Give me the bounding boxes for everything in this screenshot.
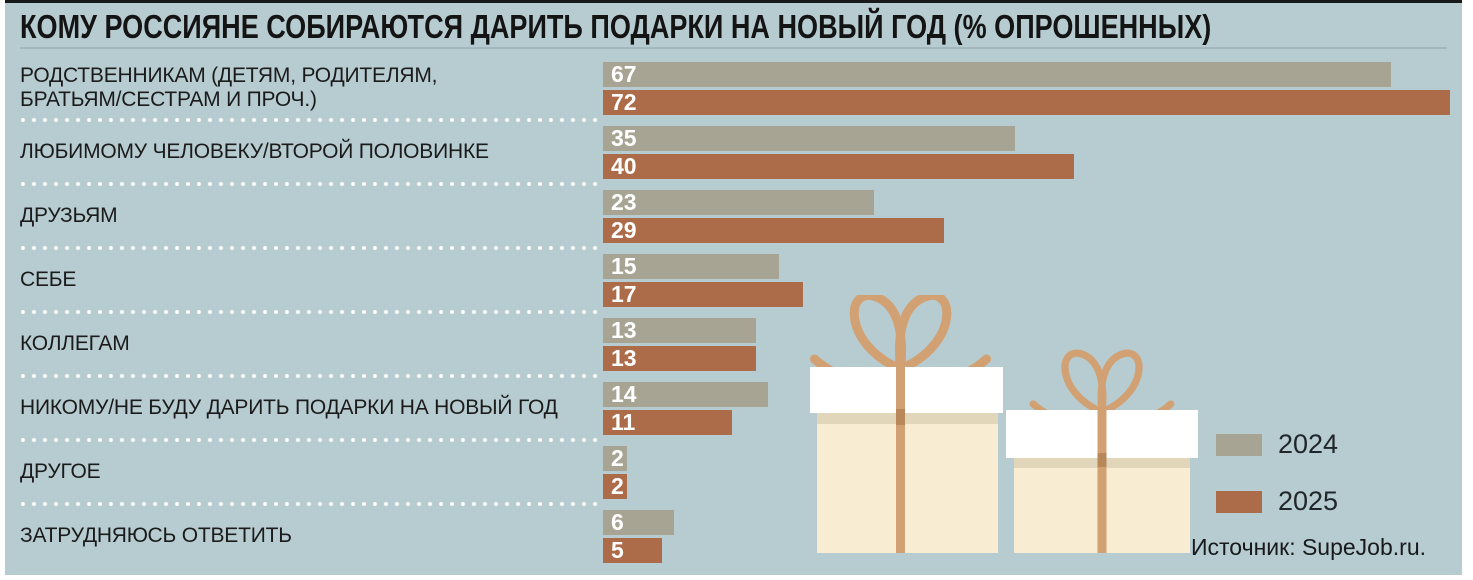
- gift-body: [817, 413, 998, 553]
- category-label: ЛЮБИМОМУ ЧЕЛОВЕКУ/ВТОРОЙ ПОЛОВИНКЕ: [20, 139, 489, 163]
- dotted-separator: [20, 310, 600, 314]
- bar-2024: 2: [603, 444, 627, 471]
- bar-value: 67: [611, 60, 637, 87]
- gift-ribbon: [1097, 410, 1107, 553]
- bar-chart: РОДСТВЕННИКАМ (ДЕТЯМ, РОДИТЕЛЯМ, БРАТЬЯМ…: [20, 56, 1450, 568]
- chart-row: СЕБЕ 15 17: [20, 248, 1450, 314]
- bar-value: 11: [611, 408, 636, 435]
- chart-title: КОМУ РОССИЯНЕ СОБИРАЮТСЯ ДАРИТЬ ПОДАРКИ …: [20, 8, 1212, 45]
- bar-2025: 11: [603, 408, 733, 435]
- bar-2025: 5: [603, 536, 662, 563]
- category-label: ЗАТРУДНЯЮСЬ ОТВЕТИТЬ: [20, 523, 292, 547]
- legend-item-2025: 2025: [1216, 486, 1338, 517]
- bar-2024: 13: [603, 316, 756, 343]
- chart-row: ЛЮБИМОМУ ЧЕЛОВЕКУ/ВТОРОЙ ПОЛОВИНКЕ 35 40: [20, 120, 1450, 186]
- dotted-separator: [20, 246, 600, 250]
- gift-box-large: [810, 295, 1003, 553]
- bar-value: 5: [611, 536, 624, 563]
- dotted-separator: [20, 438, 600, 442]
- bar-value: 2: [611, 444, 624, 471]
- bar-value: 40: [611, 152, 637, 179]
- chart-row: РОДСТВЕННИКАМ (ДЕТЯМ, РОДИТЕЛЯМ, БРАТЬЯМ…: [20, 56, 1450, 122]
- category-label: ДРУГОЕ: [20, 459, 101, 483]
- bar-group: 23 29: [603, 188, 1450, 243]
- category-label: РОДСТВЕННИКАМ (ДЕТЯМ, РОДИТЕЛЯМ, БРАТЬЯМ…: [20, 63, 438, 111]
- legend-label-2024: 2024: [1278, 429, 1339, 459]
- bar-group: 14 11: [603, 380, 1450, 435]
- dotted-separator: [20, 118, 600, 122]
- gift-ribbon: [896, 367, 905, 553]
- gift-box-small: [1006, 349, 1198, 553]
- bar-value: 13: [611, 344, 637, 371]
- gift-boxes-illustration: [810, 295, 1198, 553]
- category-label: СЕБЕ: [20, 267, 77, 291]
- category-label: НИКОМУ/НЕ БУДУ ДАРИТЬ ПОДАРКИ НА НОВЫЙ Г…: [20, 395, 558, 419]
- bar-value: 72: [611, 88, 637, 115]
- bar-group: 13 13: [603, 316, 1450, 371]
- bar-2025: 13: [603, 344, 756, 371]
- bar-value: 23: [611, 188, 637, 215]
- bar-2024: 35: [603, 124, 1015, 151]
- bar-2024: 15: [603, 252, 780, 279]
- bar-group: 15 17: [603, 252, 1450, 307]
- bar-2025: 2: [603, 472, 627, 499]
- bar-2024: 14: [603, 380, 768, 407]
- legend-swatch-2025: [1216, 490, 1262, 513]
- chart-row: ЗАТРУДНЯЮСЬ ОТВЕТИТЬ 6 5: [20, 504, 1450, 568]
- dotted-separator: [20, 374, 600, 378]
- chart-row: ДРУГОЕ 2 2: [20, 440, 1450, 506]
- bar-2025: 17: [603, 280, 803, 307]
- bar-value: 2: [611, 472, 624, 499]
- bar-value: 15: [611, 252, 637, 279]
- category-label: ДРУЗЬЯМ: [20, 203, 118, 227]
- dotted-separator: [20, 502, 600, 506]
- source-credit: Источник: SupeJob.ru.: [1191, 534, 1426, 560]
- gift-ribbon-knot: [1097, 453, 1107, 467]
- bar-2025: 29: [603, 216, 945, 243]
- legend: 2024 2025: [1216, 429, 1338, 543]
- bar-2024: 67: [603, 60, 1392, 87]
- legend-label-2025: 2025: [1278, 486, 1339, 516]
- bar-2025: 40: [603, 152, 1074, 179]
- bar-group: 35 40: [603, 124, 1450, 179]
- chart-panel: КОМУ РОССИЯНЕ СОБИРАЮТСЯ ДАРИТЬ ПОДАРКИ …: [5, 3, 1462, 575]
- bar-value: 13: [611, 316, 637, 343]
- bar-value: 14: [611, 380, 637, 407]
- top-border-rule: [5, 0, 1462, 3]
- gift-lid-shadow: [817, 413, 998, 424]
- chart-row: НИКОМУ/НЕ БУДУ ДАРИТЬ ПОДАРКИ НА НОВЫЙ Г…: [20, 376, 1450, 442]
- bar-value: 17: [611, 280, 637, 307]
- ribbon-bow-icon: [810, 295, 991, 384]
- gift-ribbon-knot: [896, 409, 905, 425]
- dotted-separator: [20, 182, 600, 186]
- bar-2024: 6: [603, 508, 674, 535]
- bar-2024: 23: [603, 188, 874, 215]
- bar-value: 6: [611, 508, 624, 535]
- chart-row: ДРУЗЬЯМ 23 29: [20, 184, 1450, 250]
- bar-group: 67 72: [603, 60, 1450, 115]
- legend-swatch-2024: [1216, 433, 1262, 456]
- chart-row: КОЛЛЕГАМ 13 13: [20, 312, 1450, 378]
- legend-item-2024: 2024: [1216, 429, 1338, 460]
- gift-lid: [810, 367, 1003, 413]
- bar-value: 29: [611, 216, 637, 243]
- chart-header: КОМУ РОССИЯНЕ СОБИРАЮТСЯ ДАРИТЬ ПОДАРКИ …: [20, 9, 1447, 49]
- category-label: КОЛЛЕГАМ: [20, 331, 130, 355]
- bar-2025: 72: [603, 88, 1450, 115]
- bar-value: 35: [611, 124, 637, 151]
